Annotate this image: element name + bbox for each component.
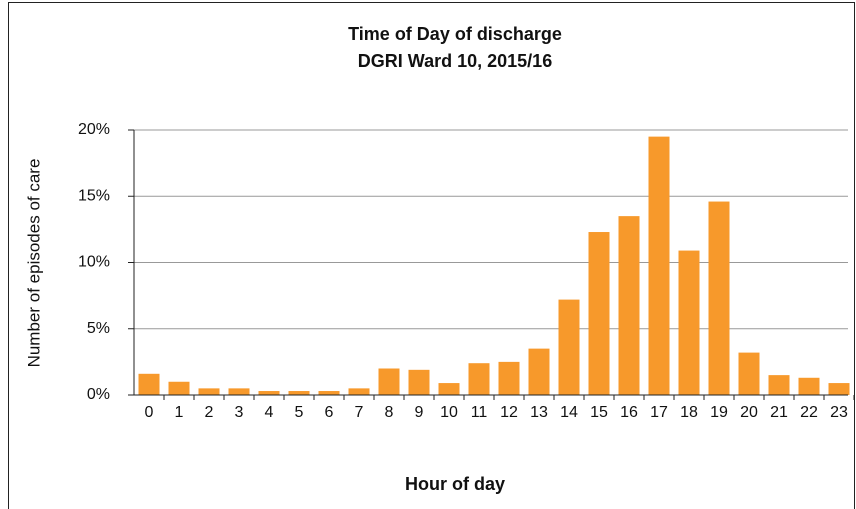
x-axis-title: Hour of day [405,474,505,494]
x-tick-label: 14 [560,404,578,421]
y-tick-label: 20% [78,121,110,138]
x-tick-label: 13 [530,404,548,421]
x-tick-label: 6 [325,404,334,421]
chart-title: Time of Day of discharge [348,24,562,44]
x-tick-label: 7 [355,404,364,421]
x-tick-label: 4 [265,404,274,421]
bar [438,383,460,395]
bar [528,348,550,395]
bar [198,388,220,395]
x-tick-label: 9 [415,404,424,421]
x-tick-label: 19 [710,404,728,421]
x-tick-label: 2 [205,404,214,421]
y-tick-label: 10% [78,254,110,271]
bar [228,388,250,395]
x-tick-label: 23 [830,404,848,421]
y-tick-label: 15% [78,187,110,204]
bar [798,377,820,395]
x-tick-label: 15 [590,404,608,421]
x-tick-label: 0 [145,404,154,421]
x-tick-label: 8 [385,404,394,421]
x-tick-label: 11 [471,404,488,421]
bar [468,363,490,395]
y-tick-label: 5% [87,320,110,337]
x-tick-label: 12 [500,404,518,421]
x-tick-label: 3 [235,404,244,421]
x-tick-label: 18 [680,404,698,421]
x-tick-label: 21 [770,404,788,421]
x-tick-label: 1 [175,404,184,421]
bar [348,388,370,395]
bar [648,136,670,395]
bar [498,361,520,395]
bar [678,250,700,395]
x-tick-label: 16 [620,404,638,421]
bar [258,391,280,395]
bar [168,381,190,395]
bar [378,368,400,395]
bar [408,369,430,395]
x-tick-label: 22 [800,404,818,421]
bar [828,383,850,395]
y-tick-label: 0% [87,386,110,403]
y-axis-title: Number of episodes of care [24,159,43,368]
bar [318,391,340,395]
bar [288,391,310,395]
bar [768,375,790,395]
bar [708,201,730,395]
x-tick-label: 17 [650,404,668,421]
frame [8,2,855,509]
bar [558,299,580,395]
bar [618,216,640,395]
x-tick-label: 20 [740,404,758,421]
chart-subtitle: DGRI Ward 10, 2015/16 [358,51,552,71]
bar [138,373,160,395]
x-tick-label: 10 [440,404,458,421]
bar [588,232,610,395]
x-tick-label: 5 [295,404,304,421]
bar [738,352,760,395]
